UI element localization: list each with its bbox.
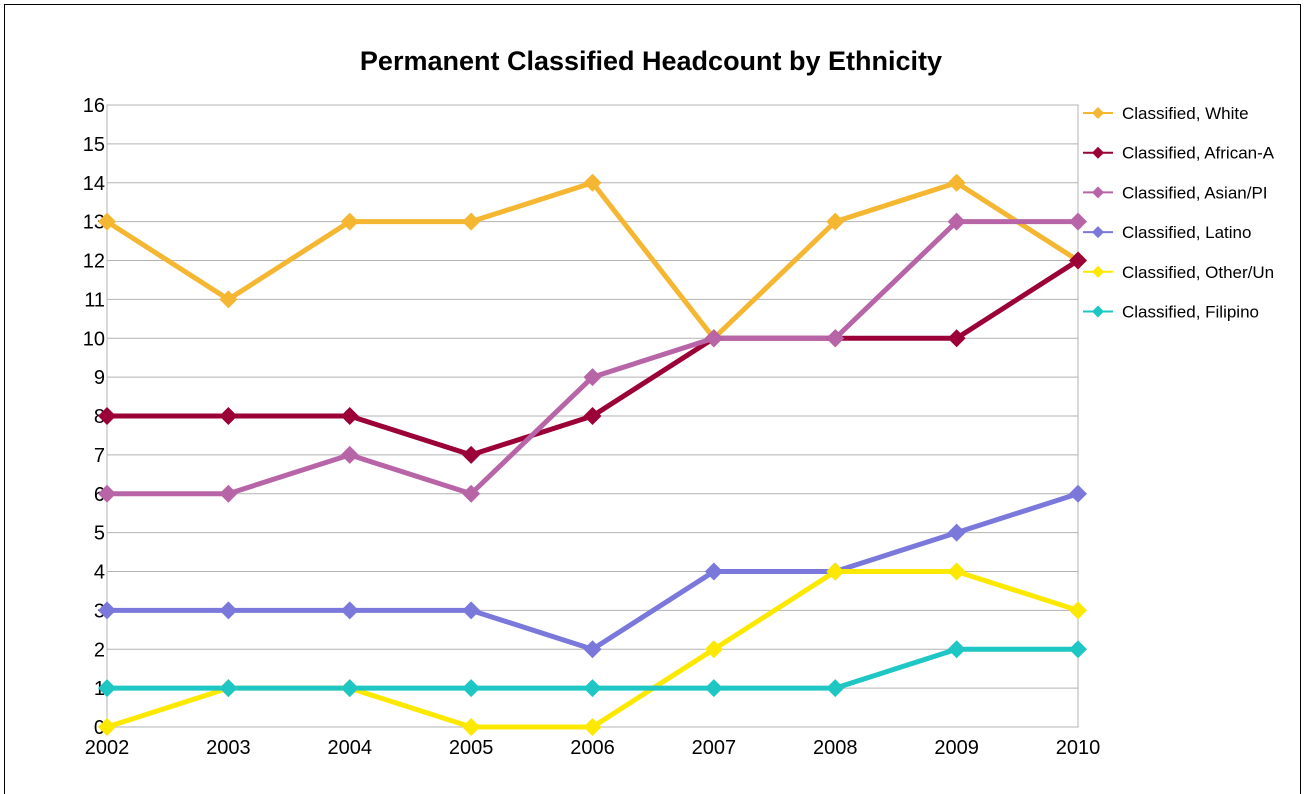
- data-point-marker: [98, 407, 116, 425]
- x-axis-ticks: 2002 2003 2004 2005 2006 2007 2008 2009 2010: [85, 737, 1101, 759]
- data-point-marker: [947, 640, 966, 659]
- data-point-marker: [583, 640, 602, 659]
- x-tick-label: 2008: [813, 737, 858, 759]
- data-point-marker: [1069, 251, 1087, 270]
- data-point-marker: [462, 484, 481, 503]
- data-point-marker: [826, 212, 845, 231]
- data-point-marker: [1069, 640, 1087, 659]
- data-point-marker: [704, 679, 723, 698]
- legend-marker: [1092, 186, 1104, 199]
- y-tick-label: 7: [94, 445, 105, 467]
- data-point-marker: [947, 329, 966, 348]
- data-point-marker: [98, 679, 116, 698]
- data-point-marker: [219, 407, 238, 425]
- y-tick-label: 11: [84, 289, 105, 311]
- legend-label: Classified, White: [1122, 104, 1249, 123]
- data-point-marker: [219, 484, 238, 503]
- chart-frame: [4, 4, 1301, 794]
- x-tick-label: 2010: [1056, 737, 1101, 759]
- data-point-marker: [340, 445, 359, 464]
- data-point-marker: [462, 445, 481, 464]
- chart-title: Permanent Classified Headcount by Ethnic…: [360, 46, 942, 76]
- x-tick-label: 2002: [85, 737, 130, 759]
- legend-marker: [1092, 226, 1104, 239]
- data-point-marker: [98, 484, 116, 503]
- y-tick-label: 16: [83, 95, 105, 117]
- legend-label: Classified, Filipino: [1122, 303, 1259, 322]
- legend-marker: [1092, 107, 1104, 119]
- x-tick-label: 2006: [570, 737, 615, 759]
- data-point-marker: [462, 601, 481, 620]
- y-tick-label: 4: [94, 562, 105, 584]
- x-tick-label: 2005: [449, 737, 494, 759]
- data-point-marker: [947, 562, 966, 581]
- data-point-marker: [826, 562, 845, 581]
- legend-marker: [1092, 265, 1104, 278]
- x-tick-label: 2004: [328, 737, 373, 759]
- legend-label: Classified, Latino: [1122, 223, 1251, 242]
- data-point-marker: [583, 368, 602, 387]
- data-point-marker: [704, 562, 723, 581]
- y-tick-label: 10: [83, 328, 105, 350]
- x-tick-label: 2007: [692, 737, 737, 759]
- data-point-marker: [219, 679, 238, 698]
- data-point-marker: [462, 718, 481, 736]
- data-point-marker: [1069, 601, 1087, 620]
- data-point-marker: [98, 718, 116, 736]
- data-point-marker: [704, 329, 723, 348]
- legend-marker: [1092, 146, 1104, 159]
- data-point-marker: [583, 407, 602, 425]
- y-tick-label: 15: [83, 134, 105, 156]
- data-point-marker: [583, 679, 602, 698]
- data-point-marker: [219, 290, 238, 309]
- legend-label: Classified, Other/Un: [1122, 263, 1274, 282]
- series-line: [107, 219, 1078, 497]
- data-point-marker: [340, 601, 359, 620]
- data-point-marker: [1069, 484, 1087, 503]
- y-tick-label: 14: [83, 173, 105, 195]
- data-point-marker: [826, 329, 845, 348]
- y-tick-label: 2: [94, 639, 105, 661]
- legend-marker: [1092, 305, 1104, 318]
- data-point-marker: [340, 679, 359, 698]
- series-markers: [98, 173, 1087, 736]
- data-point-marker: [1069, 212, 1087, 231]
- data-point-marker: [462, 212, 481, 231]
- y-tick-label: 12: [83, 251, 105, 273]
- x-tick-label: 2009: [934, 737, 979, 759]
- data-point-marker: [340, 407, 359, 425]
- data-point-marker: [98, 212, 116, 231]
- y-tick-label: 9: [94, 367, 105, 389]
- data-point-marker: [219, 601, 238, 620]
- series-line: [107, 258, 1080, 458]
- data-point-marker: [826, 679, 845, 698]
- data-point-marker: [462, 679, 481, 698]
- legend-label: Classified, Asian/PI: [1122, 183, 1268, 202]
- data-point-marker: [704, 640, 723, 659]
- y-tick-label: 5: [94, 523, 105, 545]
- data-point-marker: [583, 718, 602, 736]
- x-tick-label: 2003: [206, 737, 251, 759]
- data-point-marker: [947, 173, 966, 192]
- y-tick-label: 13: [83, 212, 105, 234]
- data-point-marker: [98, 601, 116, 620]
- data-point-marker: [583, 173, 602, 192]
- legend: Classified, White Classified, African-A Cl…: [1083, 104, 1275, 322]
- data-point-marker: [340, 212, 359, 231]
- data-point-marker: [947, 523, 966, 542]
- data-point-marker: [947, 212, 966, 231]
- legend-label: Classified, African-A: [1122, 144, 1275, 163]
